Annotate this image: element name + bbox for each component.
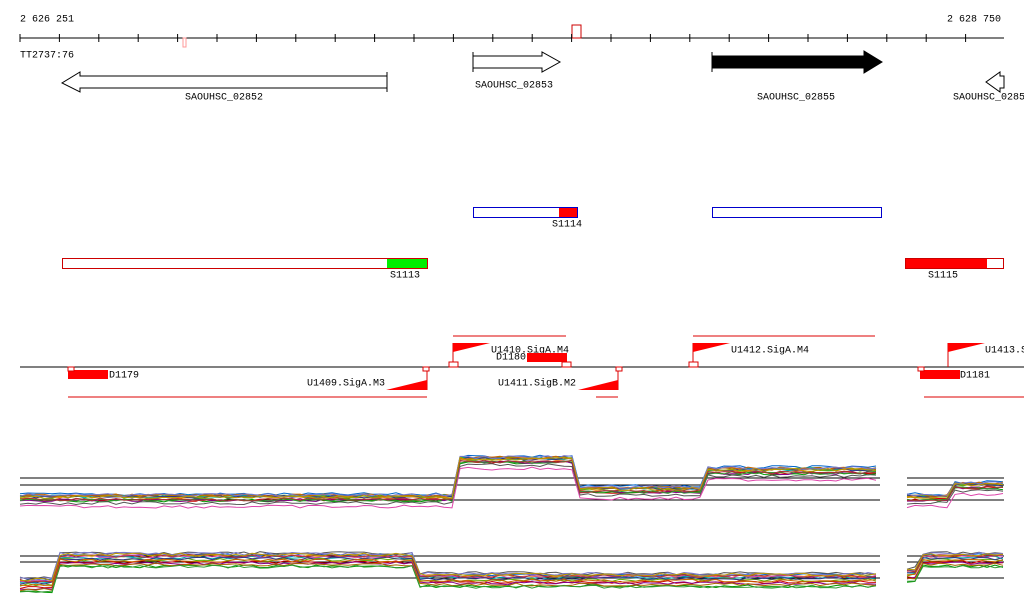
flag [453, 343, 490, 352]
expression-line [906, 558, 1004, 576]
features: U1410.SigA.M4 D1180 U1412.SigA.M4 U1413.… [20, 335, 1024, 398]
expression-line [19, 558, 877, 587]
site-box [917, 366, 925, 372]
segment[interactable] [62, 258, 428, 269]
expression-line [20, 561, 877, 591]
feature-label: D1180 [496, 353, 526, 364]
expression-line [906, 565, 1004, 582]
expression-line [19, 564, 877, 593]
ruler-start: 2 626 251 [20, 15, 74, 26]
gene-arrow[interactable] [60, 71, 388, 93]
site-box [688, 361, 699, 368]
segment-fill [906, 259, 987, 268]
expression-line [906, 483, 1004, 499]
segment-fill [387, 259, 427, 268]
expression-line [19, 466, 877, 509]
site-box [448, 361, 459, 368]
expression-line [19, 463, 877, 506]
gene-arrow[interactable] [472, 51, 562, 73]
segment-fill [559, 208, 577, 217]
feature-box[interactable] [68, 370, 108, 379]
expression-line [906, 556, 1004, 574]
flag [386, 380, 427, 390]
flag [948, 343, 985, 352]
expression-line [19, 456, 877, 499]
ruler-end: 2 628 750 [947, 15, 1001, 26]
expression-line [19, 562, 877, 592]
feature-label: U1412.SigA.M4 [731, 345, 809, 357]
gene-arrow[interactable] [985, 71, 1005, 93]
expression-line [19, 560, 877, 589]
flag [693, 343, 730, 352]
flag [578, 380, 618, 390]
gene-label: SAOUHSC_02853 [475, 81, 553, 92]
expression-line [906, 489, 1004, 505]
expression-line [19, 455, 877, 498]
expression-line [906, 492, 1004, 509]
expression-line [19, 552, 877, 582]
feature-label: U1413.S [985, 346, 1024, 357]
expression-line [19, 454, 877, 497]
expression-line [19, 551, 877, 580]
expression-line [906, 562, 1004, 580]
ruler: 2 626 251 2 628 750 TT2737:76 [19, 15, 1004, 62]
segments: S1114 S1113 S1115 [62, 207, 1004, 282]
feature-box[interactable] [527, 353, 567, 362]
segment[interactable] [712, 207, 882, 218]
expression-line [906, 553, 1004, 573]
segment-label: S1115 [928, 271, 958, 282]
gene-arrow[interactable] [711, 50, 883, 74]
genes: SAOUHSC_02852 SAOUHSC_02853 SAOUHSC_0285… [60, 50, 1024, 104]
expression-line [19, 459, 877, 502]
feature-label: D1181 [960, 371, 990, 382]
ruler-marker [182, 37, 187, 48]
ruler-marker [571, 24, 582, 39]
site-box [422, 366, 430, 372]
gene-label: SAOUHSC_02855 [757, 93, 835, 104]
feature-label: U1409.SigA.M3 [307, 378, 385, 390]
segment-label: S1113 [390, 271, 420, 282]
segment-label: S1114 [552, 220, 582, 231]
expression-line [906, 481, 1004, 497]
expression-line [906, 553, 1004, 571]
feature-label: D1179 [109, 371, 139, 382]
site-box [615, 366, 623, 372]
expression-line [906, 482, 1004, 498]
feature-label: U1411.SigB.M2 [498, 378, 576, 390]
gene-label: SAOUHSC_0285 [953, 93, 1024, 104]
track-label: TT2737:76 [20, 51, 74, 62]
expression-line [19, 556, 877, 585]
gene-label: SAOUHSC_02852 [185, 93, 263, 104]
site-box [561, 361, 572, 368]
expression-line [906, 485, 1004, 501]
feature-box[interactable] [920, 370, 960, 379]
expression-tracks [19, 454, 1004, 594]
site-box [67, 366, 75, 372]
expression-line [19, 551, 877, 581]
segment[interactable] [473, 207, 578, 218]
